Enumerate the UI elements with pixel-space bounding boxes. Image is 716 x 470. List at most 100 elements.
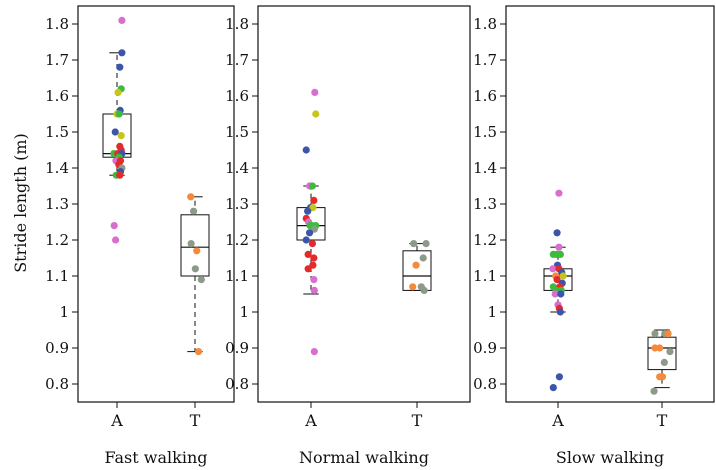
- y-tick-label: 0.9: [473, 339, 497, 357]
- data-point: [650, 387, 658, 395]
- data-point: [187, 240, 195, 248]
- y-tick-label: 1.7: [45, 51, 69, 69]
- y-tick-label: 1.6: [473, 87, 497, 105]
- data-point: [111, 236, 120, 244]
- y-tick-label: 1.5: [473, 123, 497, 141]
- y-tick-label: 1.7: [225, 51, 249, 69]
- y-tick-label: 1.1: [225, 267, 249, 285]
- data-point: [311, 88, 319, 96]
- y-tick-label: 1.2: [225, 231, 249, 249]
- x-tick-label: A: [551, 411, 564, 430]
- data-point: [187, 193, 195, 201]
- data-point: [553, 229, 561, 237]
- y-tick-label: 1: [59, 303, 69, 321]
- data-point: [559, 272, 567, 280]
- data-point: [419, 254, 427, 262]
- data-point: [304, 207, 312, 215]
- panel-title: Slow walking: [556, 448, 664, 467]
- y-tick-label: 1: [487, 303, 497, 321]
- y-tick-label: 0.8: [45, 375, 69, 393]
- data-point: [549, 384, 557, 392]
- data-point: [189, 207, 198, 215]
- x-tick-label: T: [412, 411, 423, 430]
- data-point: [309, 204, 317, 212]
- iqr-box: [402, 250, 432, 291]
- data-point: [310, 254, 318, 262]
- x-tick-label: T: [190, 411, 201, 430]
- y-tick-label: 1.1: [45, 267, 69, 285]
- data-point: [308, 240, 317, 248]
- y-tick-label: 1.7: [473, 51, 497, 69]
- data-point: [658, 373, 667, 381]
- panel-title: Fast walking: [105, 448, 208, 467]
- y-axis-label-group: Stride length (m): [11, 133, 30, 273]
- y-tick-label: 1.8: [473, 15, 497, 33]
- data-point: [651, 330, 659, 338]
- y-tick-label: 1: [239, 303, 249, 321]
- data-point: [312, 110, 320, 118]
- panel-3: 0.8 0.9 1 1.1 1.2 1.3 1.4 1.5 1.6 1.7 1.8 Slow walk…: [473, 5, 715, 467]
- y-axis-label: Stride length (m): [11, 133, 30, 273]
- data-point: [556, 308, 564, 316]
- x-tick-label: T: [657, 411, 668, 430]
- panel-2: 0.8 0.9 1 1.1 1.2 1.3 1.4 1.5 1.6 1.7 1.8 Normal wa…: [225, 5, 471, 467]
- panels: 0.8 0.9 1 1.1 1.2 1.3 1.4 1.5 1.6 1.7 1.8 Fast walk…: [45, 5, 715, 467]
- data-point: [420, 286, 428, 294]
- y-tick-label: 0.8: [225, 375, 249, 393]
- data-point: [664, 330, 672, 338]
- data-point: [118, 49, 126, 57]
- data-point: [302, 146, 310, 154]
- data-point: [422, 240, 430, 248]
- panel-frame: [257, 5, 471, 403]
- y-tick-label: 1.3: [45, 195, 69, 213]
- y-tick-label: 1.3: [225, 195, 249, 213]
- iqr-box: [102, 113, 132, 158]
- group-A: A: [102, 16, 132, 430]
- panel-frame: [77, 5, 235, 403]
- panel-title: Normal walking: [299, 448, 429, 467]
- y-tick-label: 1.2: [473, 231, 497, 249]
- y-tick-label: 0.9: [45, 339, 69, 357]
- y-tick-label: 1.3: [473, 195, 497, 213]
- data-point: [549, 265, 557, 273]
- panel-frame: [505, 5, 715, 403]
- data-point: [551, 290, 559, 298]
- group-T: T: [647, 329, 677, 430]
- y-tick-label: 1.8: [225, 15, 249, 33]
- y-tick-label: 1.5: [225, 123, 249, 141]
- data-point: [553, 276, 561, 284]
- y-tick-label: 1.6: [225, 87, 249, 105]
- x-tick-label: A: [110, 411, 123, 430]
- data-point: [310, 348, 318, 356]
- data-point: [409, 283, 417, 291]
- y-tick-label: 1.4: [473, 159, 497, 177]
- y-tick-label: 1.4: [45, 159, 69, 177]
- data-point: [660, 358, 668, 366]
- data-point: [302, 236, 310, 244]
- y-tick-label: 1.4: [225, 159, 249, 177]
- group-T: T: [402, 240, 432, 430]
- data-point: [557, 290, 565, 298]
- data-point: [555, 373, 564, 381]
- data-point: [191, 265, 199, 273]
- data-point: [308, 182, 317, 190]
- data-point: [305, 229, 314, 237]
- data-point: [310, 286, 318, 294]
- panel-1: 0.8 0.9 1 1.1 1.2 1.3 1.4 1.5 1.6 1.7 1.8 Fast walk…: [45, 5, 235, 467]
- y-tick-label: 1.5: [45, 123, 69, 141]
- data-point: [304, 265, 312, 273]
- y-tick-label: 0.9: [225, 339, 249, 357]
- y-tick-label: 1.6: [45, 87, 69, 105]
- group-T: T: [180, 193, 210, 430]
- data-point: [412, 261, 420, 269]
- data-point: [116, 63, 124, 71]
- data-point: [115, 110, 123, 118]
- data-point: [410, 240, 418, 248]
- data-point: [114, 88, 122, 96]
- data-point: [118, 16, 126, 24]
- data-point: [304, 250, 312, 258]
- data-point: [110, 222, 118, 230]
- data-point: [193, 247, 201, 255]
- group-A: A: [543, 189, 573, 430]
